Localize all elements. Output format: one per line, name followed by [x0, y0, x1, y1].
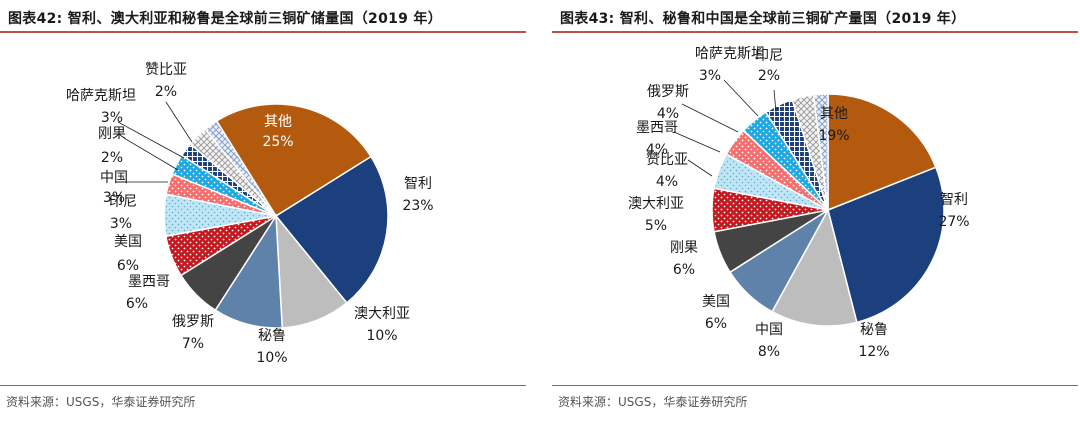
- slice-label: 美国: [702, 294, 730, 310]
- slice-label: 哈萨克斯坦: [695, 46, 765, 62]
- slice-value-label: 3%: [699, 68, 721, 84]
- slice-label: 墨西哥: [636, 120, 678, 136]
- slice-label: 其他: [264, 114, 292, 130]
- slice-label: 印尼: [109, 194, 137, 210]
- production-pie-chart: 其他19%智利27%秘鲁12%中国8%美国6%刚果6%澳大利亚5%赞比亚4%墨西…: [628, 46, 970, 360]
- slice-label: 赞比亚: [646, 152, 688, 168]
- leader-line: [723, 79, 759, 117]
- pie-slices: [163, 103, 389, 329]
- slice-label: 澳大利亚: [354, 306, 410, 322]
- slice-value-label: 4%: [656, 174, 678, 190]
- slice-label: 秘鲁: [258, 328, 286, 344]
- pie-slice-2: [827, 166, 945, 324]
- slice-value-label: 3%: [103, 190, 125, 206]
- slice-label: 俄罗斯: [647, 84, 689, 100]
- source-note: 资料来源：USGS，华泰证券研究所: [558, 395, 748, 409]
- slice-value-label: 27%: [938, 214, 969, 230]
- slice-label: 澳大利亚: [628, 196, 684, 212]
- leader-line: [681, 103, 739, 133]
- leader-line: [673, 131, 721, 153]
- slice-label: 美国: [114, 234, 142, 250]
- source-rule: [0, 385, 526, 386]
- pie-labels: 其他19%智利27%秘鲁12%中国8%美国6%刚果6%澳大利亚5%赞比亚4%墨西…: [628, 46, 970, 360]
- figure-title: 图表42: 智利、澳大利亚和秘鲁是全球前三铜矿储量国（2019 年）: [8, 11, 442, 27]
- slice-label: 中国: [100, 170, 128, 186]
- slice-label: 秘鲁: [860, 322, 888, 338]
- slice-value-label: 3%: [110, 216, 132, 232]
- slice-value-label: 3%: [101, 110, 123, 126]
- slice-label: 刚果: [670, 240, 698, 256]
- pie-labels: 其他25%智利23%澳大利亚10%秘鲁10%俄罗斯7%墨西哥6%美国6%印尼3%…: [66, 62, 434, 366]
- slice-value-label: 4%: [657, 106, 679, 122]
- leader-line: [123, 137, 179, 171]
- leader-line: [117, 121, 185, 159]
- slice-value-label: 6%: [673, 262, 695, 278]
- slice-value-label: 2%: [101, 150, 123, 166]
- slice-value-label: 7%: [182, 336, 204, 352]
- slice-label: 智利: [404, 176, 432, 192]
- slice-value-label: 10%: [256, 350, 287, 366]
- figure-42: 图表42: 智利、澳大利亚和秘鲁是全球前三铜矿储量国（2019 年） 其他 25%…: [0, 0, 526, 421]
- slice-label: 俄罗斯: [172, 314, 214, 330]
- slice-value-label: 4%: [646, 142, 668, 158]
- pie-slice-1: [215, 103, 373, 218]
- slice-value-label: 2%: [155, 84, 177, 100]
- slice-value-label: 23%: [402, 198, 433, 214]
- slice-value-label: 2%: [758, 68, 780, 84]
- title-rule: [552, 31, 1078, 33]
- figure-title: 图表43: 智利、秘鲁和中国是全球前三铜矿产量国（2019 年）: [560, 11, 966, 27]
- slice-value-label: 8%: [758, 344, 780, 360]
- slice-label: 其他: [820, 106, 848, 122]
- leader-line: [165, 101, 193, 143]
- leader-line: [687, 159, 713, 177]
- slice-label: 哈萨克斯坦: [66, 88, 136, 104]
- slice-label: 刚果: [98, 126, 126, 142]
- slice-value-label: 19%: [818, 128, 849, 144]
- title-rule: [0, 31, 526, 33]
- slice-label: 墨西哥: [128, 274, 170, 290]
- slice-value-label: 10%: [366, 328, 397, 344]
- slice-value-label: 6%: [117, 258, 139, 274]
- reserves-pie-chart: 其他25%智利23%澳大利亚10%秘鲁10%俄罗斯7%墨西哥6%美国6%印尼3%…: [66, 62, 434, 366]
- slice-label: 印尼: [755, 48, 783, 64]
- pie-slice-2: [274, 155, 389, 304]
- slice-label: 中国: [755, 322, 783, 338]
- source-rule: [552, 385, 1078, 386]
- slice-value-label: 6%: [705, 316, 727, 332]
- figure-43: 图表43: 智利、秘鲁和中国是全球前三铜矿产量国（2019 年） 其他 19% 智利…: [552, 0, 1078, 421]
- slice-label: 赞比亚: [145, 62, 187, 78]
- pie-slices: [711, 93, 945, 327]
- pie-slice-3: [771, 207, 858, 327]
- slice-value-label: 25%: [262, 134, 293, 150]
- pie-slice-12: [204, 119, 277, 217]
- slice-value-label: 5%: [645, 218, 667, 234]
- source-note: 资料来源：USGS，华泰证券研究所: [6, 395, 196, 409]
- pie-slice-12: [812, 93, 829, 211]
- leader-line: [773, 89, 777, 113]
- slice-label: 智利: [940, 192, 968, 208]
- pie-slice-1: [827, 93, 937, 212]
- slice-value-label: 12%: [858, 344, 889, 360]
- slice-value-label: 6%: [126, 296, 148, 312]
